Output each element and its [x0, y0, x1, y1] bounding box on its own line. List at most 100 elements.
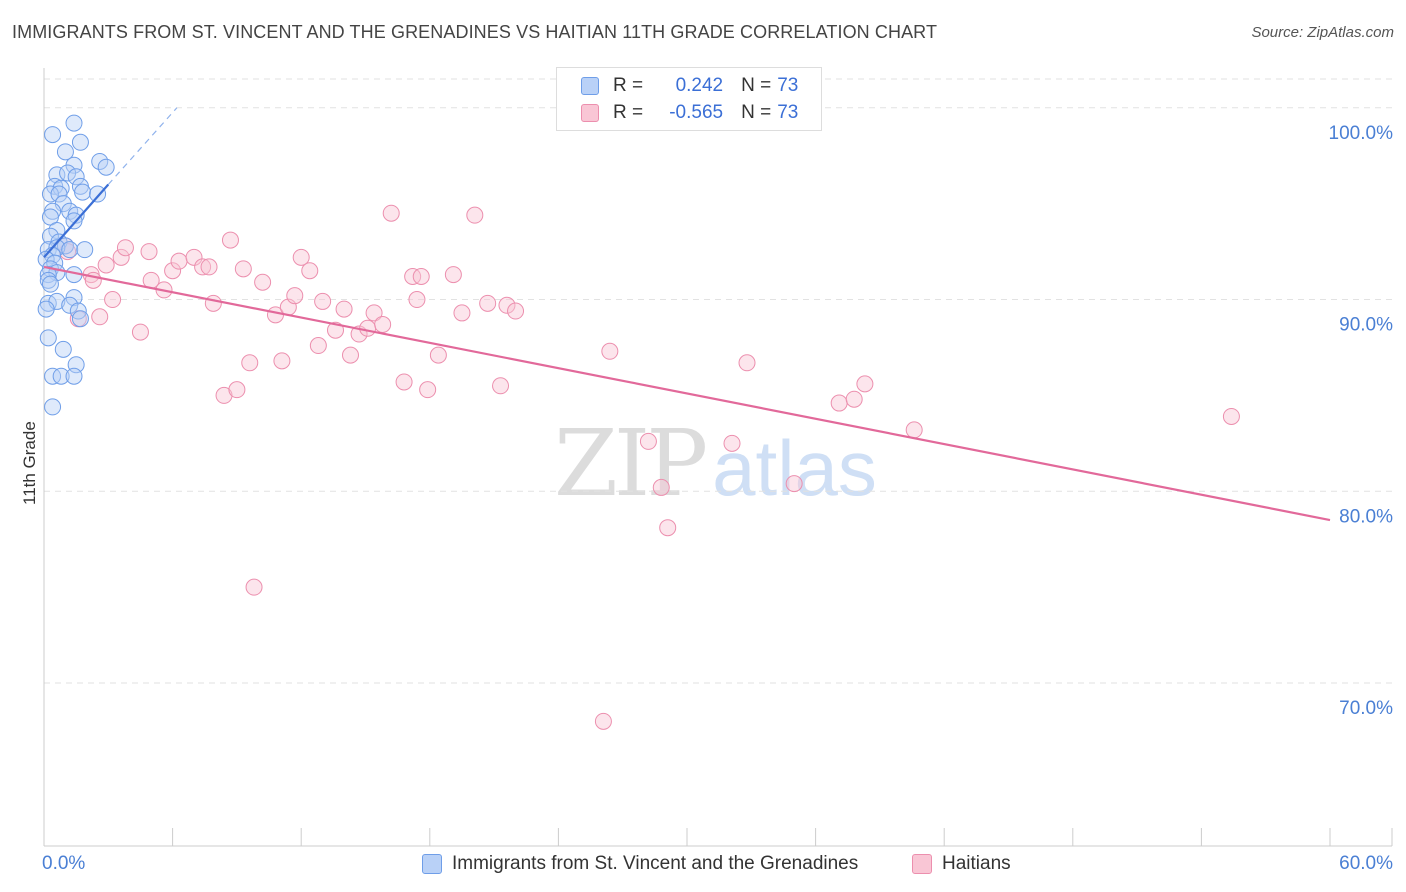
haitians-point — [639, 432, 657, 450]
haitians-point — [845, 390, 863, 408]
haitians-point — [419, 381, 437, 399]
svg-point — [56, 143, 74, 161]
bottom-legend-label-2: Haitians — [942, 853, 1011, 874]
haitians-point — [365, 304, 383, 322]
svg-point — [74, 183, 92, 201]
haitians-point — [444, 266, 462, 284]
legend-r-label-2: R = — [613, 102, 644, 123]
svg-point — [41, 275, 59, 293]
haitians-point — [185, 248, 203, 266]
y-tick-label: 90.0% — [1339, 315, 1393, 336]
haitians-point — [492, 377, 510, 395]
haitians-point — [408, 291, 426, 309]
svg-point — [65, 289, 83, 307]
haitians-point — [507, 302, 525, 320]
haitians-point — [395, 373, 413, 391]
watermark-zip: ZIP — [554, 410, 708, 517]
source-label: Source: ZipAtlas.com — [1251, 24, 1394, 41]
haitians-point — [194, 258, 212, 276]
haitians-point — [341, 346, 359, 364]
svg-point — [97, 158, 115, 176]
haitians-point — [245, 578, 263, 596]
svg-point — [71, 310, 89, 328]
haitians-point — [594, 712, 612, 730]
legend-n-label-1: N = — [741, 75, 772, 96]
svg-point — [52, 367, 70, 385]
haitians-points — [56, 204, 1240, 730]
haitians-point — [91, 308, 109, 326]
svg-point — [39, 329, 57, 347]
haitians-point — [228, 381, 246, 399]
haitians-point — [466, 206, 484, 224]
haitians-point — [254, 273, 272, 291]
y-tick-label: 70.0% — [1339, 698, 1393, 719]
haitians-point — [234, 260, 252, 278]
grid-lines — [44, 78, 1392, 684]
haitians-point — [273, 352, 291, 370]
bottom-legend-series2: Haitians — [912, 852, 1011, 876]
chart-title: IMMIGRANTS FROM ST. VINCENT AND THE GREN… — [12, 22, 938, 42]
trend-lines — [43, 107, 1331, 522]
svg-point — [71, 133, 89, 151]
legend-n-value-2: 73 — [777, 102, 799, 123]
haitians-point — [601, 342, 619, 360]
legend-r-value-1: 0.242 — [675, 75, 724, 96]
haitians-point — [429, 346, 447, 364]
bottom-legend-series1: Immigrants from St. Vincent and the Gren… — [422, 852, 858, 876]
haitians-point — [830, 394, 848, 412]
haitians-point — [905, 421, 923, 439]
haitians-point — [221, 231, 239, 249]
haitians-point — [659, 519, 677, 537]
haitians-point — [652, 478, 670, 496]
svg-trend-line — [43, 183, 110, 259]
haitians-point — [241, 354, 259, 372]
haitians-point — [359, 319, 377, 337]
haitians-point — [131, 323, 149, 341]
x-tick-label-max: 60.0% — [1339, 853, 1393, 874]
svg-point — [44, 367, 62, 385]
haitians-point — [204, 294, 222, 312]
haitians-point — [200, 258, 218, 276]
haitians-point — [498, 296, 516, 314]
haitians-point — [116, 239, 134, 257]
legend-r-label-1: R = — [613, 75, 644, 96]
watermark: ZIP atlas — [554, 410, 877, 517]
axes — [43, 68, 1393, 847]
svg-point — [59, 164, 77, 182]
bottom-legend-swatch-pink — [912, 854, 932, 874]
haitians-point — [374, 315, 392, 333]
haitians-point — [104, 291, 122, 309]
svg-trend-extension — [107, 107, 178, 185]
haitians-point — [479, 294, 497, 312]
y-tick-label: 100.0% — [1329, 123, 1394, 144]
haitians-point — [738, 354, 756, 372]
haitians-point — [335, 300, 353, 318]
svg-point — [50, 185, 68, 203]
haitians-point — [97, 256, 115, 274]
svg-point — [44, 126, 62, 144]
svg-point — [61, 241, 79, 259]
svg-point — [91, 152, 109, 170]
y-axis-label: 11th Grade — [20, 421, 39, 505]
haitians-point — [112, 248, 130, 266]
svg-point — [61, 296, 79, 314]
legend-row-series2: R = -0.565 N = 73 — [581, 101, 798, 125]
legend-row-series1: R = 0.242 N = 73 — [581, 74, 798, 98]
haitians-point — [286, 287, 304, 305]
watermark-atlas: atlas — [712, 424, 877, 512]
haitians-point — [309, 337, 327, 355]
haitians-point — [292, 248, 310, 266]
svg-point — [65, 114, 83, 132]
bottom-legend-label-1: Immigrants from St. Vincent and the Gren… — [452, 853, 859, 874]
svg-point — [41, 185, 59, 203]
x-tick-label-min: 0.0% — [42, 853, 85, 874]
svg-point — [65, 212, 83, 230]
haitians-point — [856, 375, 874, 393]
haitians-point — [723, 434, 741, 452]
haitians-point — [412, 268, 430, 286]
legend-n-label-2: N = — [741, 102, 772, 123]
correlation-legend: R = 0.242 N = 73 R = -0.565 N = 73 — [556, 67, 822, 131]
haitians-point — [170, 252, 188, 270]
haitians-point — [453, 304, 471, 322]
